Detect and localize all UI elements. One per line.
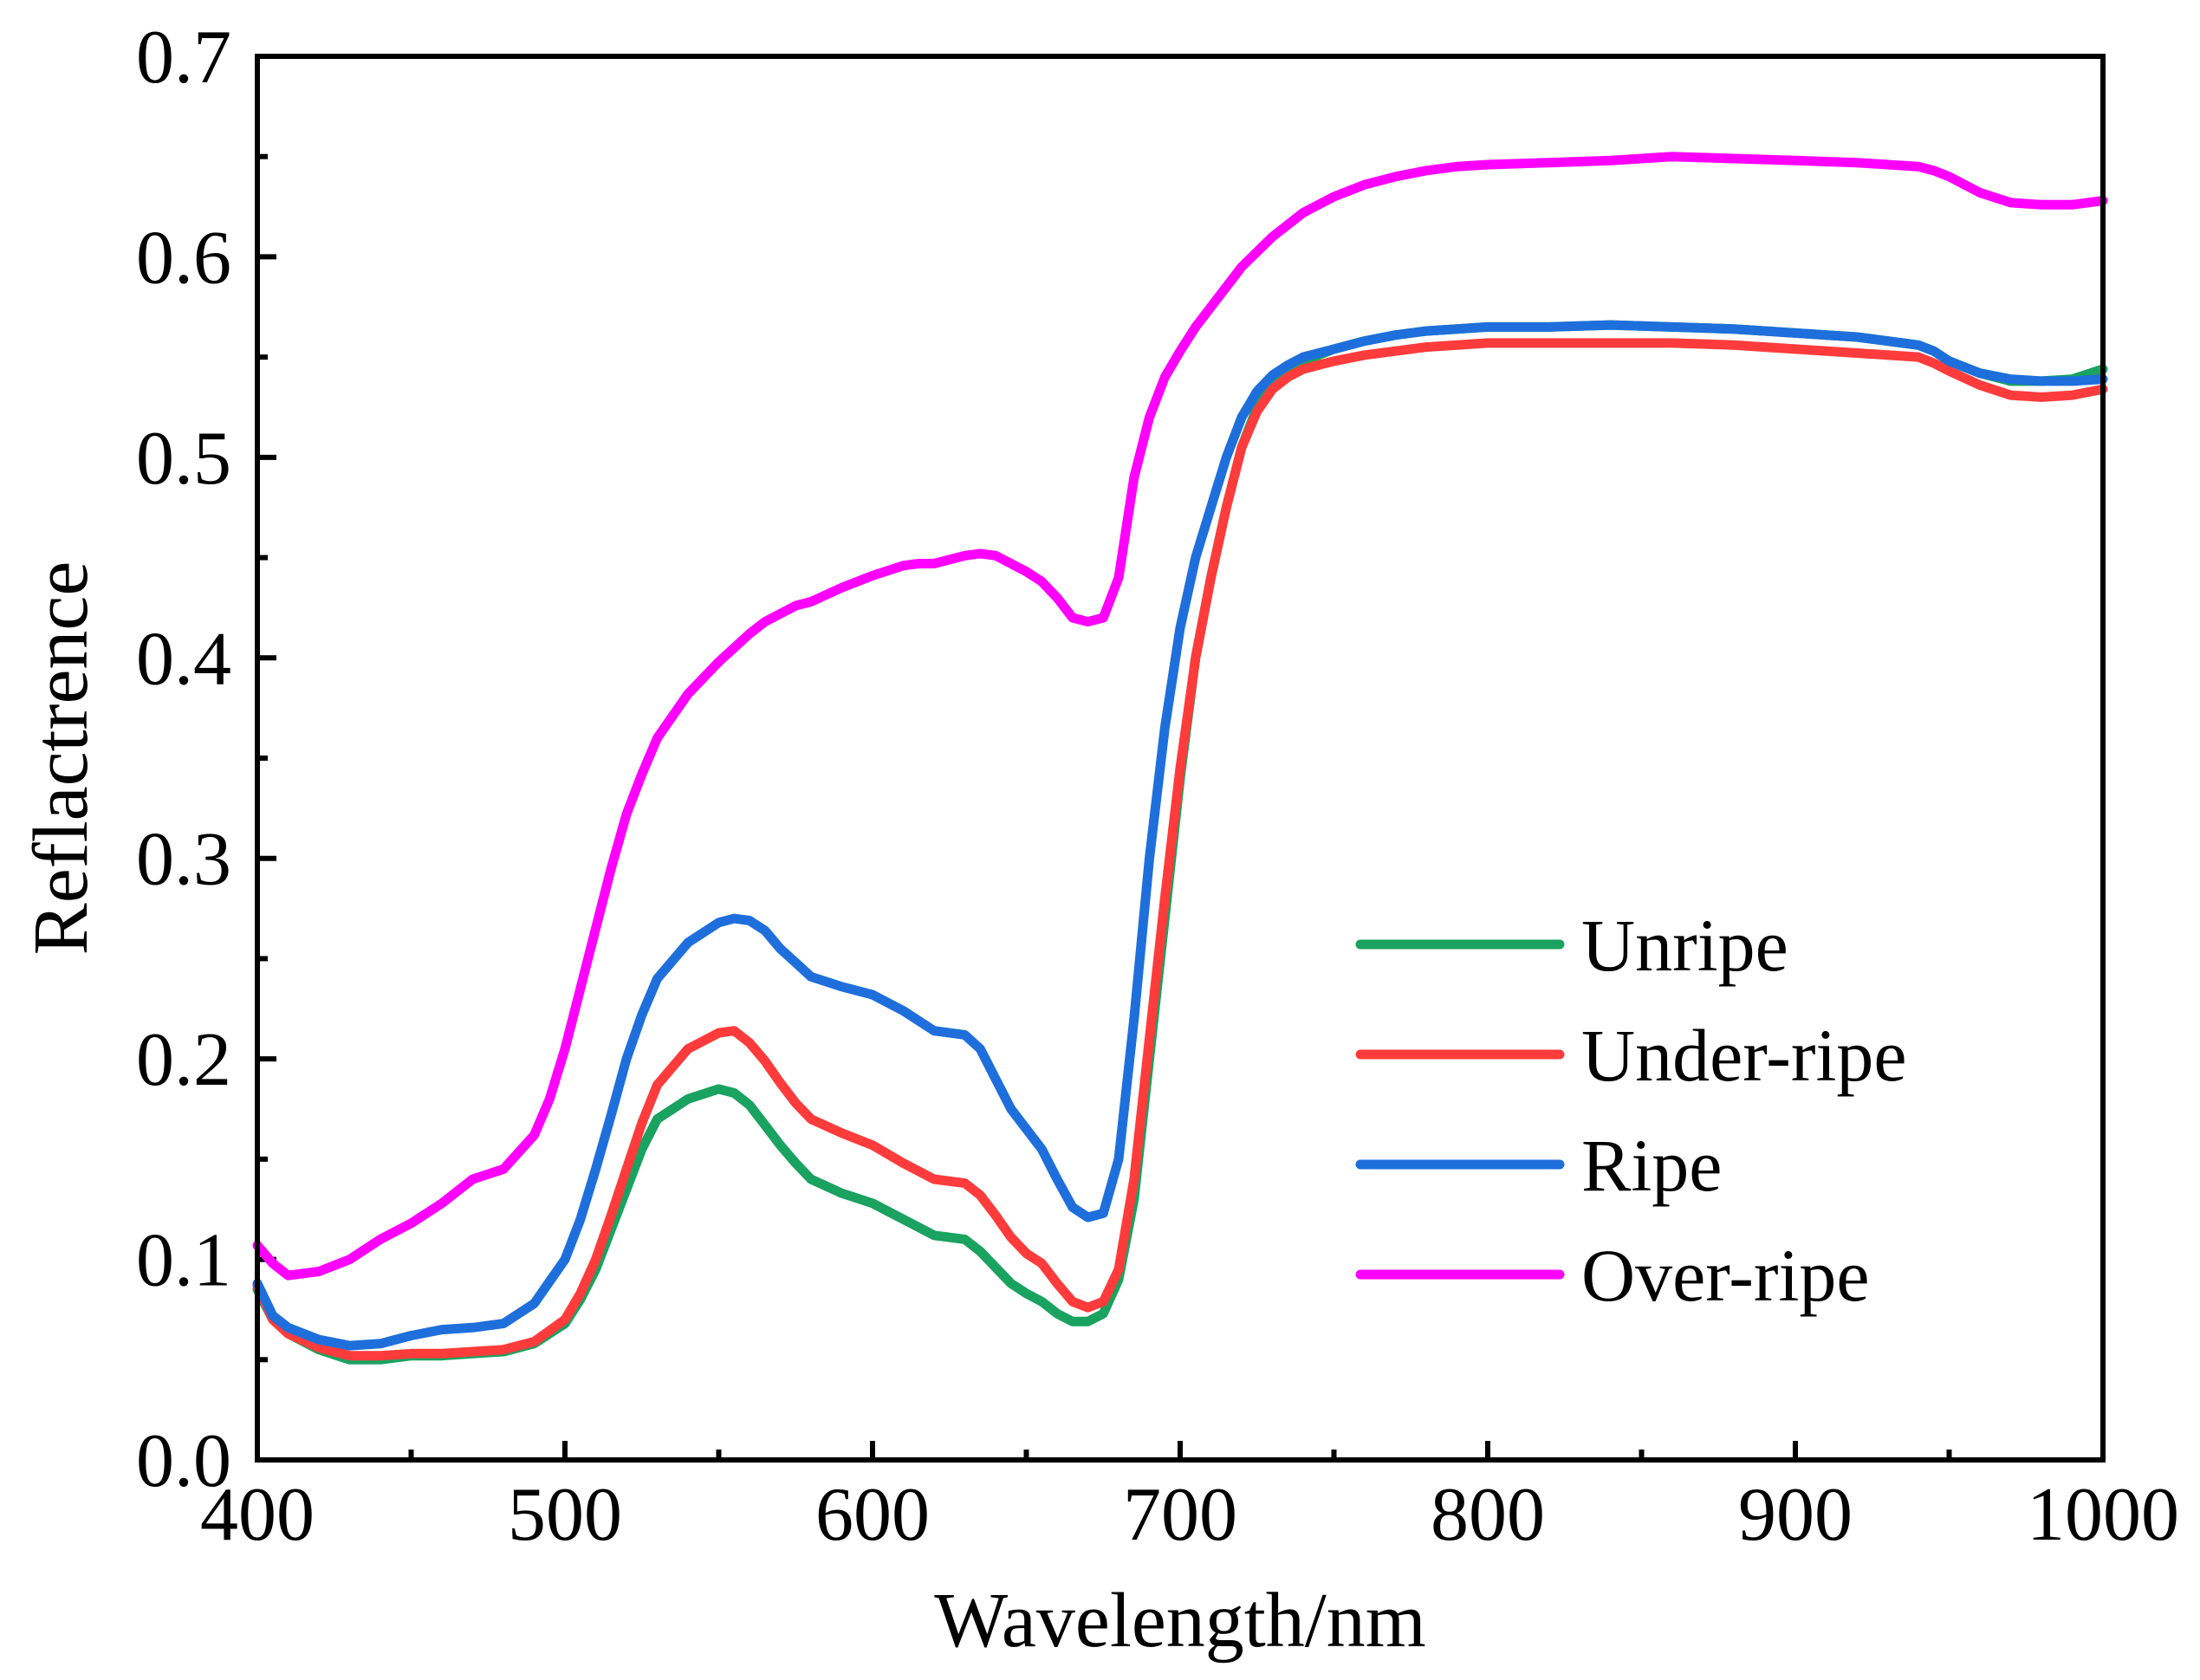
series-line-ripe (252, 320, 2108, 1351)
series-line-unripe (252, 320, 2108, 1365)
y-tick-label: 0.0 (136, 1419, 231, 1503)
legend: Unripe Under-ripe Ripe Over-ripe (1355, 904, 1907, 1317)
y-tick-label: 0.4 (136, 617, 231, 701)
x-tick-label: 500 (508, 1473, 622, 1557)
y-tick-label: 0.6 (136, 216, 231, 300)
legend-label-unripe: Unripe (1581, 904, 1788, 987)
legend-label-over-ripe: Over-ripe (1581, 1234, 1870, 1317)
x-tick-label: 600 (815, 1473, 930, 1557)
legend-label-ripe: Ripe (1581, 1124, 1722, 1207)
y-tick-label: 0.2 (136, 1018, 231, 1102)
legend-label-under-ripe: Under-ripe (1581, 1014, 1907, 1097)
series-line-under-ripe (252, 338, 2108, 1361)
x-tick-label: 900 (1738, 1473, 1853, 1557)
x-tick-label: 700 (1123, 1473, 1237, 1557)
x-axis: 400 500 600 700 800 900 1000 (200, 1441, 2179, 1557)
series-line-over-ripe (252, 152, 2108, 1281)
y-tick-label: 0.3 (136, 818, 231, 902)
x-tick-label: 800 (1431, 1473, 1545, 1557)
x-tick-label: 1000 (2027, 1473, 2179, 1557)
y-tick-label: 0.1 (136, 1219, 231, 1303)
y-axis: 0.0 0.1 0.2 0.3 0.4 0.5 0.6 0.7 (136, 16, 276, 1503)
y-axis-title: Reflactrence (18, 561, 104, 956)
y-tick-label: 0.7 (136, 16, 231, 100)
y-tick-label: 0.5 (136, 417, 231, 501)
x-tick-label: 400 (200, 1473, 315, 1557)
series-lines (252, 152, 2108, 1365)
plot-frame (255, 54, 2106, 1463)
x-axis-title: Wavelength/nm (934, 1578, 1426, 1664)
